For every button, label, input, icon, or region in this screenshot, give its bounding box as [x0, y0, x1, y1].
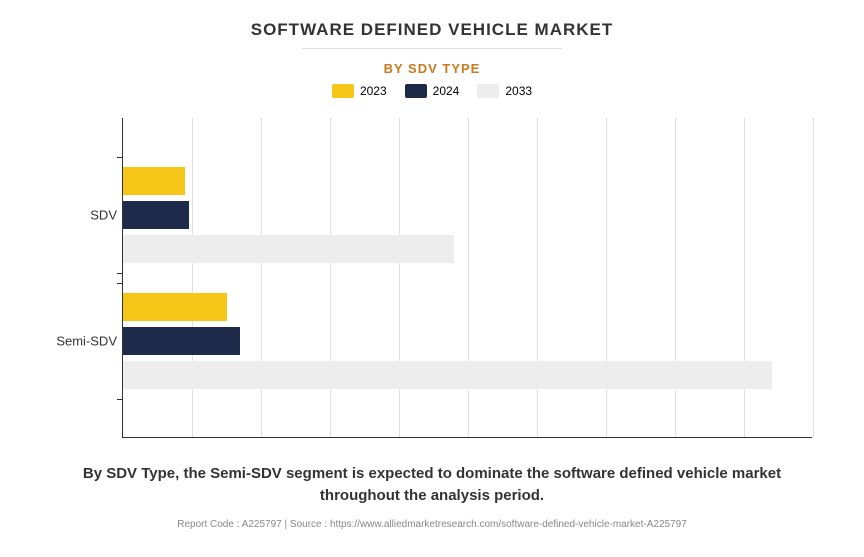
gridline: [537, 118, 538, 437]
axis-tick: [117, 273, 123, 274]
footer-report-code: Report Code : A225797: [177, 519, 282, 530]
bar-semisdv-2023: [123, 293, 227, 321]
gridline: [675, 118, 676, 437]
legend: 2023 2024 2033: [30, 84, 834, 98]
bar-sdv-2023: [123, 167, 185, 195]
gridline: [192, 118, 193, 437]
footer-separator: |: [285, 519, 288, 530]
gridline: [606, 118, 607, 437]
legend-item-2024: 2024: [405, 84, 460, 98]
axis-tick: [117, 283, 123, 284]
gridline: [468, 118, 469, 437]
legend-label-2023: 2023: [360, 84, 387, 98]
legend-swatch-2023: [332, 84, 354, 98]
legend-label-2024: 2024: [433, 84, 460, 98]
chart-title: SOFTWARE DEFINED VEHICLE MARKET: [30, 20, 834, 48]
footer-source: Source : https://www.alliedmarketresearc…: [290, 519, 687, 530]
axis-tick: [117, 399, 123, 400]
category-label-semisdv: Semi-SDV: [52, 334, 117, 349]
gridline: [399, 118, 400, 437]
gridline: [330, 118, 331, 437]
legend-swatch-2033: [477, 84, 499, 98]
plot-area: [122, 118, 812, 438]
legend-swatch-2024: [405, 84, 427, 98]
title-underline: [302, 48, 562, 49]
chart-caption: By SDV Type, the Semi-SDV segment is exp…: [30, 463, 834, 507]
category-label-sdv: SDV: [52, 208, 117, 223]
bar-semisdv-2024: [123, 327, 240, 355]
axis-tick: [117, 157, 123, 158]
gridline: [744, 118, 745, 437]
chart-area: SDV Semi-SDV: [52, 118, 812, 438]
gridline: [813, 118, 814, 437]
legend-item-2023: 2023: [332, 84, 387, 98]
chart-container: SOFTWARE DEFINED VEHICLE MARKET BY SDV T…: [0, 0, 864, 557]
chart-footer: Report Code : A225797 | Source : https:/…: [30, 519, 834, 530]
bar-sdv-2033: [123, 235, 454, 263]
legend-item-2033: 2033: [477, 84, 532, 98]
chart-subtitle: BY SDV TYPE: [30, 61, 834, 76]
legend-label-2033: 2033: [505, 84, 532, 98]
bar-sdv-2024: [123, 201, 189, 229]
gridline: [261, 118, 262, 437]
bar-semisdv-2033: [123, 361, 772, 389]
